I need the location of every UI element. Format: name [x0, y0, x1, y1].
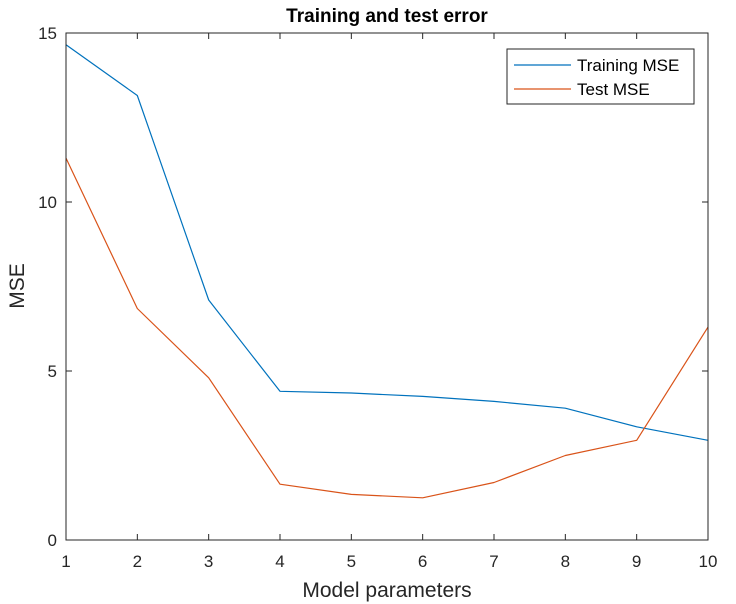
x-axis-title: Model parameters [302, 579, 471, 602]
x-tick-label: 8 [561, 552, 570, 571]
y-tick-label: 5 [48, 362, 57, 381]
x-axis: 1 2 3 4 5 6 7 8 9 10 [61, 33, 717, 571]
y-tick-label: 15 [38, 24, 57, 43]
plot-area [66, 33, 708, 540]
legend-label-training-mse: Training MSE [577, 56, 679, 75]
x-tick-label: 1 [61, 552, 70, 571]
x-tick-label: 7 [489, 552, 498, 571]
legend-label-test-mse: Test MSE [577, 80, 650, 99]
x-tick-label: 4 [275, 552, 284, 571]
series-layer [65, 44, 709, 499]
y-axis-title: MSE [6, 263, 29, 309]
x-tick-label: 5 [347, 552, 356, 571]
y-tick-label: 10 [38, 193, 57, 212]
y-axis: 0 5 10 15 [38, 24, 708, 550]
x-tick-label: 2 [133, 552, 142, 571]
x-tick-label: 10 [699, 552, 718, 571]
series-line-training-mse [65, 44, 709, 441]
plot-frame [65, 32, 709, 541]
x-tick-label: 9 [632, 552, 641, 571]
chart-title: Training and test error [286, 6, 488, 27]
legend-box [506, 48, 695, 105]
legend: Training MSE Test MSE [506, 48, 695, 105]
y-tick-label: 0 [48, 531, 57, 550]
series-line-test-mse [65, 157, 709, 499]
x-tick-label: 3 [204, 552, 213, 571]
x-tick-label: 6 [418, 552, 427, 571]
